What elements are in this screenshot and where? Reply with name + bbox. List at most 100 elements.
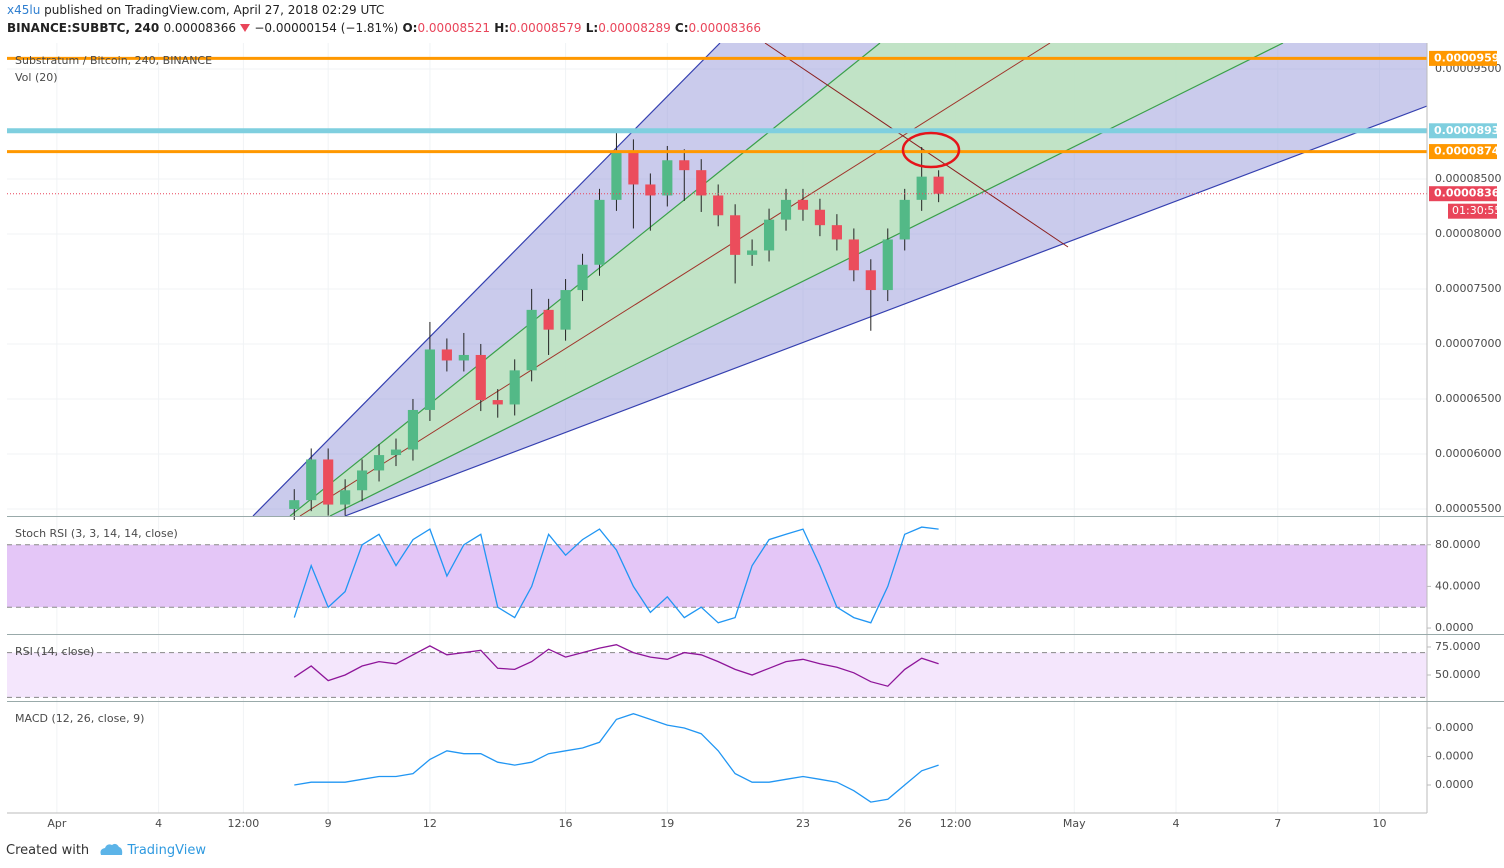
candle-body: [848, 239, 859, 271]
x-tick-label: 12:00: [940, 817, 972, 830]
y-tick-label: 0.0000: [1435, 778, 1474, 791]
x-tick-label: 4: [155, 817, 162, 830]
y-tick-label: 0.00007500: [1435, 282, 1501, 295]
price-label-box: [1429, 144, 1497, 160]
candle-body: [747, 250, 758, 255]
price-label-box: [1429, 50, 1497, 66]
candle-body: [526, 309, 537, 371]
last: 0.00008366: [163, 21, 236, 35]
created-with: Created with: [6, 843, 90, 858]
candle-body: [356, 470, 368, 491]
candle-body: [662, 160, 673, 196]
candle-body: [577, 264, 588, 291]
x-tick-label: 16: [559, 817, 573, 830]
candle-body: [696, 170, 707, 196]
x-tick-label: 23: [796, 817, 810, 830]
published: published on TradingView.com, April 27, …: [44, 3, 385, 17]
c-label: C:: [674, 21, 689, 35]
l: 0.00008289: [598, 21, 671, 35]
x-tick-label: May: [1063, 817, 1086, 830]
candle-body: [560, 290, 571, 330]
brand: TradingView: [127, 843, 206, 858]
price-label-box: [1429, 123, 1497, 139]
candle-body: [543, 309, 554, 330]
indicator-line: [293, 644, 939, 687]
candle-body: [780, 199, 792, 220]
fan-line: [344, 105, 1427, 516]
candle-body: [611, 150, 622, 200]
chart-title: Substratum / Bitcoin, 240, BINANCE: [15, 54, 212, 67]
h-label: H:: [494, 21, 510, 35]
candle-body: [424, 349, 436, 410]
candle-body: [373, 455, 385, 471]
candle-body: [933, 176, 944, 194]
y-tick-label: 0.00007000: [1435, 337, 1501, 350]
candle-body: [899, 199, 910, 240]
countdown-box: [1448, 203, 1497, 219]
indicator-line: [294, 713, 939, 803]
change: −0.00000154 (−1.81%): [254, 21, 399, 35]
marks: [7, 56, 1427, 803]
drawings: [252, 43, 1427, 516]
chart: Substratum / Bitcoin, 240, BINANCE Vol (…: [7, 43, 1504, 830]
publish-line: x45lu published on TradingView.com, Apri…: [7, 3, 384, 17]
x-tick-label: 26: [898, 817, 912, 830]
pane-title: RSI (14, close): [15, 645, 94, 658]
candle-body: [458, 354, 469, 361]
l-label: L:: [585, 21, 599, 35]
price-label: 0.00008366: [1434, 187, 1504, 200]
footer: Created with TradingView: [6, 842, 206, 858]
x-tick-label: 7: [1274, 817, 1281, 830]
symbol-line: BINANCE:SUBBTC, 240 0.00008366 −0.000001…: [7, 21, 761, 35]
pane-title: Stoch RSI (3, 3, 14, 14, close): [15, 527, 178, 540]
x-tick-label: 10: [1373, 817, 1387, 830]
x-tick-label: 12: [423, 817, 437, 830]
indicator-line: [293, 526, 939, 624]
y-tick-label: 0.0000: [1435, 621, 1474, 634]
fan-line: [329, 43, 1284, 516]
y-tick-label: 40.0000: [1435, 579, 1481, 592]
candle-body: [645, 184, 656, 196]
o: 0.00008521: [417, 21, 490, 35]
band: [7, 652, 1427, 698]
perpendicular-line: [764, 43, 1069, 248]
y-tick-label: 0.00006000: [1435, 447, 1501, 460]
candle-body: [323, 459, 334, 505]
x-tick-label: 4: [1173, 817, 1180, 830]
band: [7, 544, 1427, 608]
h: 0.00008579: [509, 21, 582, 35]
candle-body: [713, 195, 724, 216]
price-label: 0.00008938: [1434, 124, 1504, 137]
fan-line: [252, 43, 721, 516]
symbol: BINANCE:SUBBTC, 240: [7, 21, 160, 35]
candle-body: [306, 459, 317, 501]
candle-body: [831, 225, 842, 240]
pane-title: MACD (12, 26, close, 9): [15, 712, 144, 725]
x-tick-label: 9: [325, 817, 332, 830]
logo: [100, 843, 123, 855]
volume-label: Vol (20): [15, 71, 58, 84]
y-tick-label: 0.0000: [1435, 750, 1474, 763]
candle-body: [916, 176, 927, 200]
x-tick-label: 12:00: [228, 817, 260, 830]
candle-body: [865, 270, 876, 291]
candle-body: [814, 209, 826, 226]
y-tick-label: 80.0000: [1435, 538, 1481, 551]
y-tick-label: 0.0000: [1435, 721, 1474, 734]
y-tick-label: 0.00008500: [1435, 172, 1501, 185]
candle-body: [628, 150, 639, 185]
fan-line: [299, 43, 1051, 516]
y-tick-label: 0.00006500: [1435, 392, 1501, 405]
candle-body: [492, 400, 503, 405]
candle-body: [475, 354, 486, 401]
price-label: 0.00009596: [1434, 51, 1504, 64]
countdown: 01:30:55: [1452, 204, 1501, 217]
candle-body: [679, 160, 690, 171]
x-tick-label: Apr: [47, 817, 67, 830]
candle-body: [407, 409, 419, 450]
y-tick-label: 0.00005500: [1435, 502, 1501, 515]
candle-body: [797, 199, 809, 210]
y-tick-label: 75.0000: [1435, 640, 1481, 653]
y-tick-label: 50.0000: [1435, 668, 1481, 681]
